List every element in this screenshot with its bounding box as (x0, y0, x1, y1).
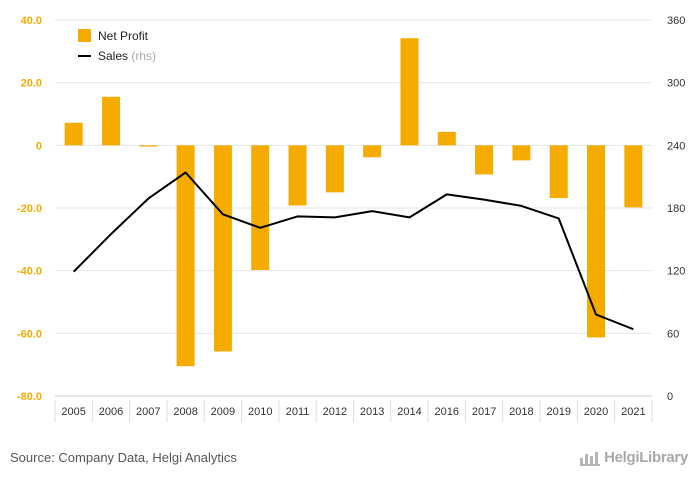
y-left-tick-label: -60.0 (17, 328, 42, 340)
x-tick-label: 2016 (435, 406, 459, 418)
x-tick-label: 2005 (61, 406, 85, 418)
x-tick-label: 2018 (509, 406, 533, 418)
y-right-tick-label: 0 (667, 391, 673, 403)
y-right-tick-label: 360 (667, 15, 685, 27)
bar (102, 97, 120, 146)
bar (400, 38, 418, 145)
library-icon (580, 450, 600, 466)
y-right-tick-label: 240 (667, 140, 685, 152)
y-right-tick-label: 300 (667, 78, 685, 90)
bar (214, 145, 232, 351)
bar (587, 145, 605, 337)
bar (363, 145, 381, 157)
bar (251, 145, 269, 270)
x-tick-label: 2021 (621, 406, 645, 418)
y-left-tick-label: 40.0 (21, 15, 42, 27)
x-tick-label: 2014 (397, 406, 421, 418)
x-tick-label: 2007 (136, 406, 160, 418)
x-tick-label: 2019 (546, 406, 570, 418)
y-left-tick-label: 20.0 (21, 78, 42, 90)
y-left-tick-label: -40.0 (17, 266, 42, 278)
source-note: Source: Company Data, Helgi Analytics (10, 450, 237, 465)
x-tick-label: 2020 (584, 406, 608, 418)
x-tick-label: 2008 (173, 406, 197, 418)
x-tick-label: 2011 (286, 406, 310, 418)
bar (624, 145, 642, 207)
y-left-tick-label: -20.0 (17, 203, 42, 215)
bar (65, 123, 83, 146)
y-left-tick-label: 0 (36, 140, 42, 152)
y-right-tick-label: 60 (667, 328, 679, 340)
y-left-tick-label: -80.0 (17, 391, 42, 403)
bar (512, 145, 530, 160)
bar (550, 145, 568, 198)
x-tick-label: 2013 (360, 406, 384, 418)
bar (475, 145, 493, 174)
legend-swatch-net-profit (78, 29, 91, 42)
x-tick-label: 2017 (472, 406, 496, 418)
legend-label-net-profit: Net Profit (98, 29, 149, 43)
x-tick-label: 2010 (248, 406, 272, 418)
legend-label-sales-suffix: (rhs) (131, 49, 156, 63)
bar (438, 132, 456, 145)
logo-text: HelgiLibrary (604, 449, 688, 466)
x-tick-label: 2006 (99, 406, 123, 418)
x-tick-label: 2009 (211, 406, 235, 418)
legend-label-sales: Sales (rhs) (98, 49, 156, 63)
x-tick-label: 2012 (323, 406, 347, 418)
helgi-library-logo: HelgiLibrary (580, 449, 688, 466)
y-right-tick-label: 180 (667, 203, 685, 215)
sales-line (74, 173, 634, 330)
bar (326, 145, 344, 192)
bar (139, 145, 157, 146)
bar (289, 145, 307, 205)
y-right-tick-label: 120 (667, 266, 685, 278)
